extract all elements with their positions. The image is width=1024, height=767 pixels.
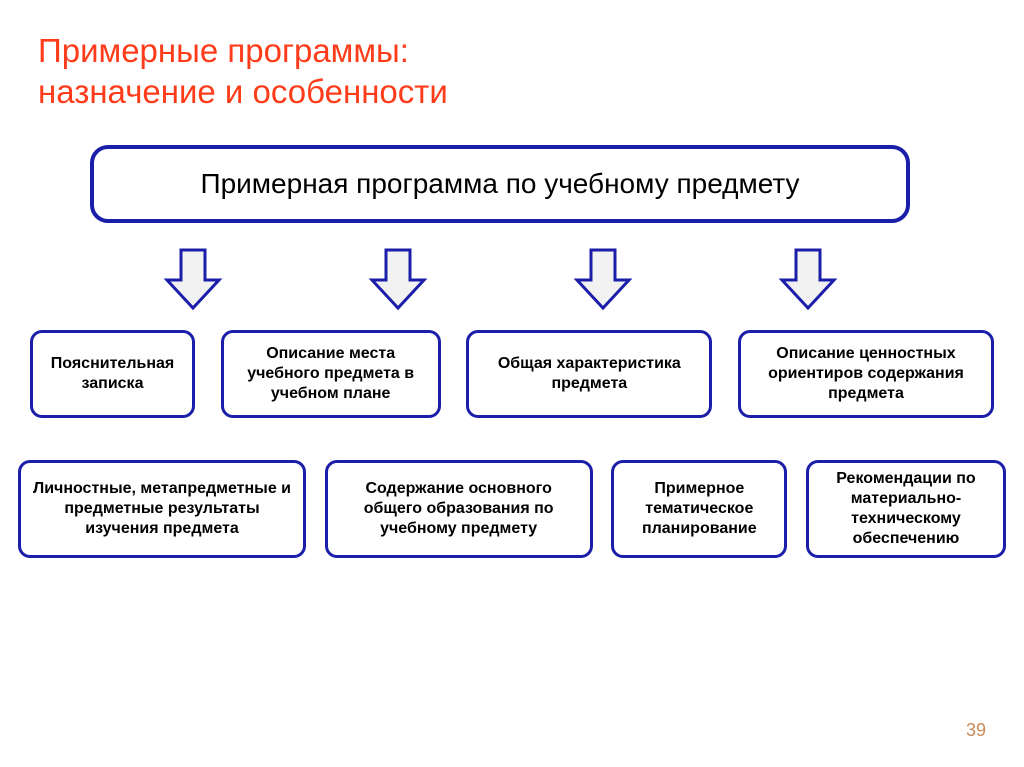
down-arrow-icon [368, 246, 428, 314]
box-r2-3: Общая характеристика предмета [466, 330, 712, 418]
box-label: Описание ценностных ориентиров содержани… [751, 344, 981, 404]
box-label: Содержание основного общего образования … [338, 479, 580, 539]
box-label: Примерное тематическое планирование [624, 479, 774, 539]
box-r2-4: Описание ценностных ориентиров содержани… [738, 330, 994, 418]
main-box: Примерная программа по учебному предмету [90, 145, 910, 223]
box-r3-2: Содержание основного общего образования … [325, 460, 593, 558]
down-arrow-icon [163, 246, 223, 314]
box-r3-3: Примерное тематическое планирование [611, 460, 787, 558]
title-line-1: Примерные программы: [38, 30, 448, 71]
slide-title: Примерные программы: назначение и особен… [38, 30, 448, 113]
box-r3-1: Личностные, метапредметные и предметные … [18, 460, 306, 558]
main-box-label: Примерная программа по учебному предмету [200, 168, 799, 200]
page-number: 39 [966, 720, 986, 741]
box-label: Рекомендации по материально-техническому… [819, 469, 993, 549]
title-line-2: назначение и особенности [38, 71, 448, 112]
row-3: Личностные, метапредметные и предметные … [18, 460, 1006, 558]
box-r2-2: Описание места учебного предмета в учебн… [221, 330, 441, 418]
arrows-row [90, 240, 910, 320]
box-label: Общая характеристика предмета [479, 354, 699, 394]
box-label: Личностные, метапредметные и предметные … [31, 479, 293, 539]
box-label: Пояснительная записка [43, 354, 182, 394]
box-label: Описание места учебного предмета в учебн… [234, 344, 428, 404]
down-arrow-icon [778, 246, 838, 314]
row-2: Пояснительная записка Описание места уче… [30, 330, 994, 418]
box-r3-4: Рекомендации по материально-техническому… [806, 460, 1006, 558]
down-arrow-icon [573, 246, 633, 314]
box-r2-1: Пояснительная записка [30, 330, 195, 418]
